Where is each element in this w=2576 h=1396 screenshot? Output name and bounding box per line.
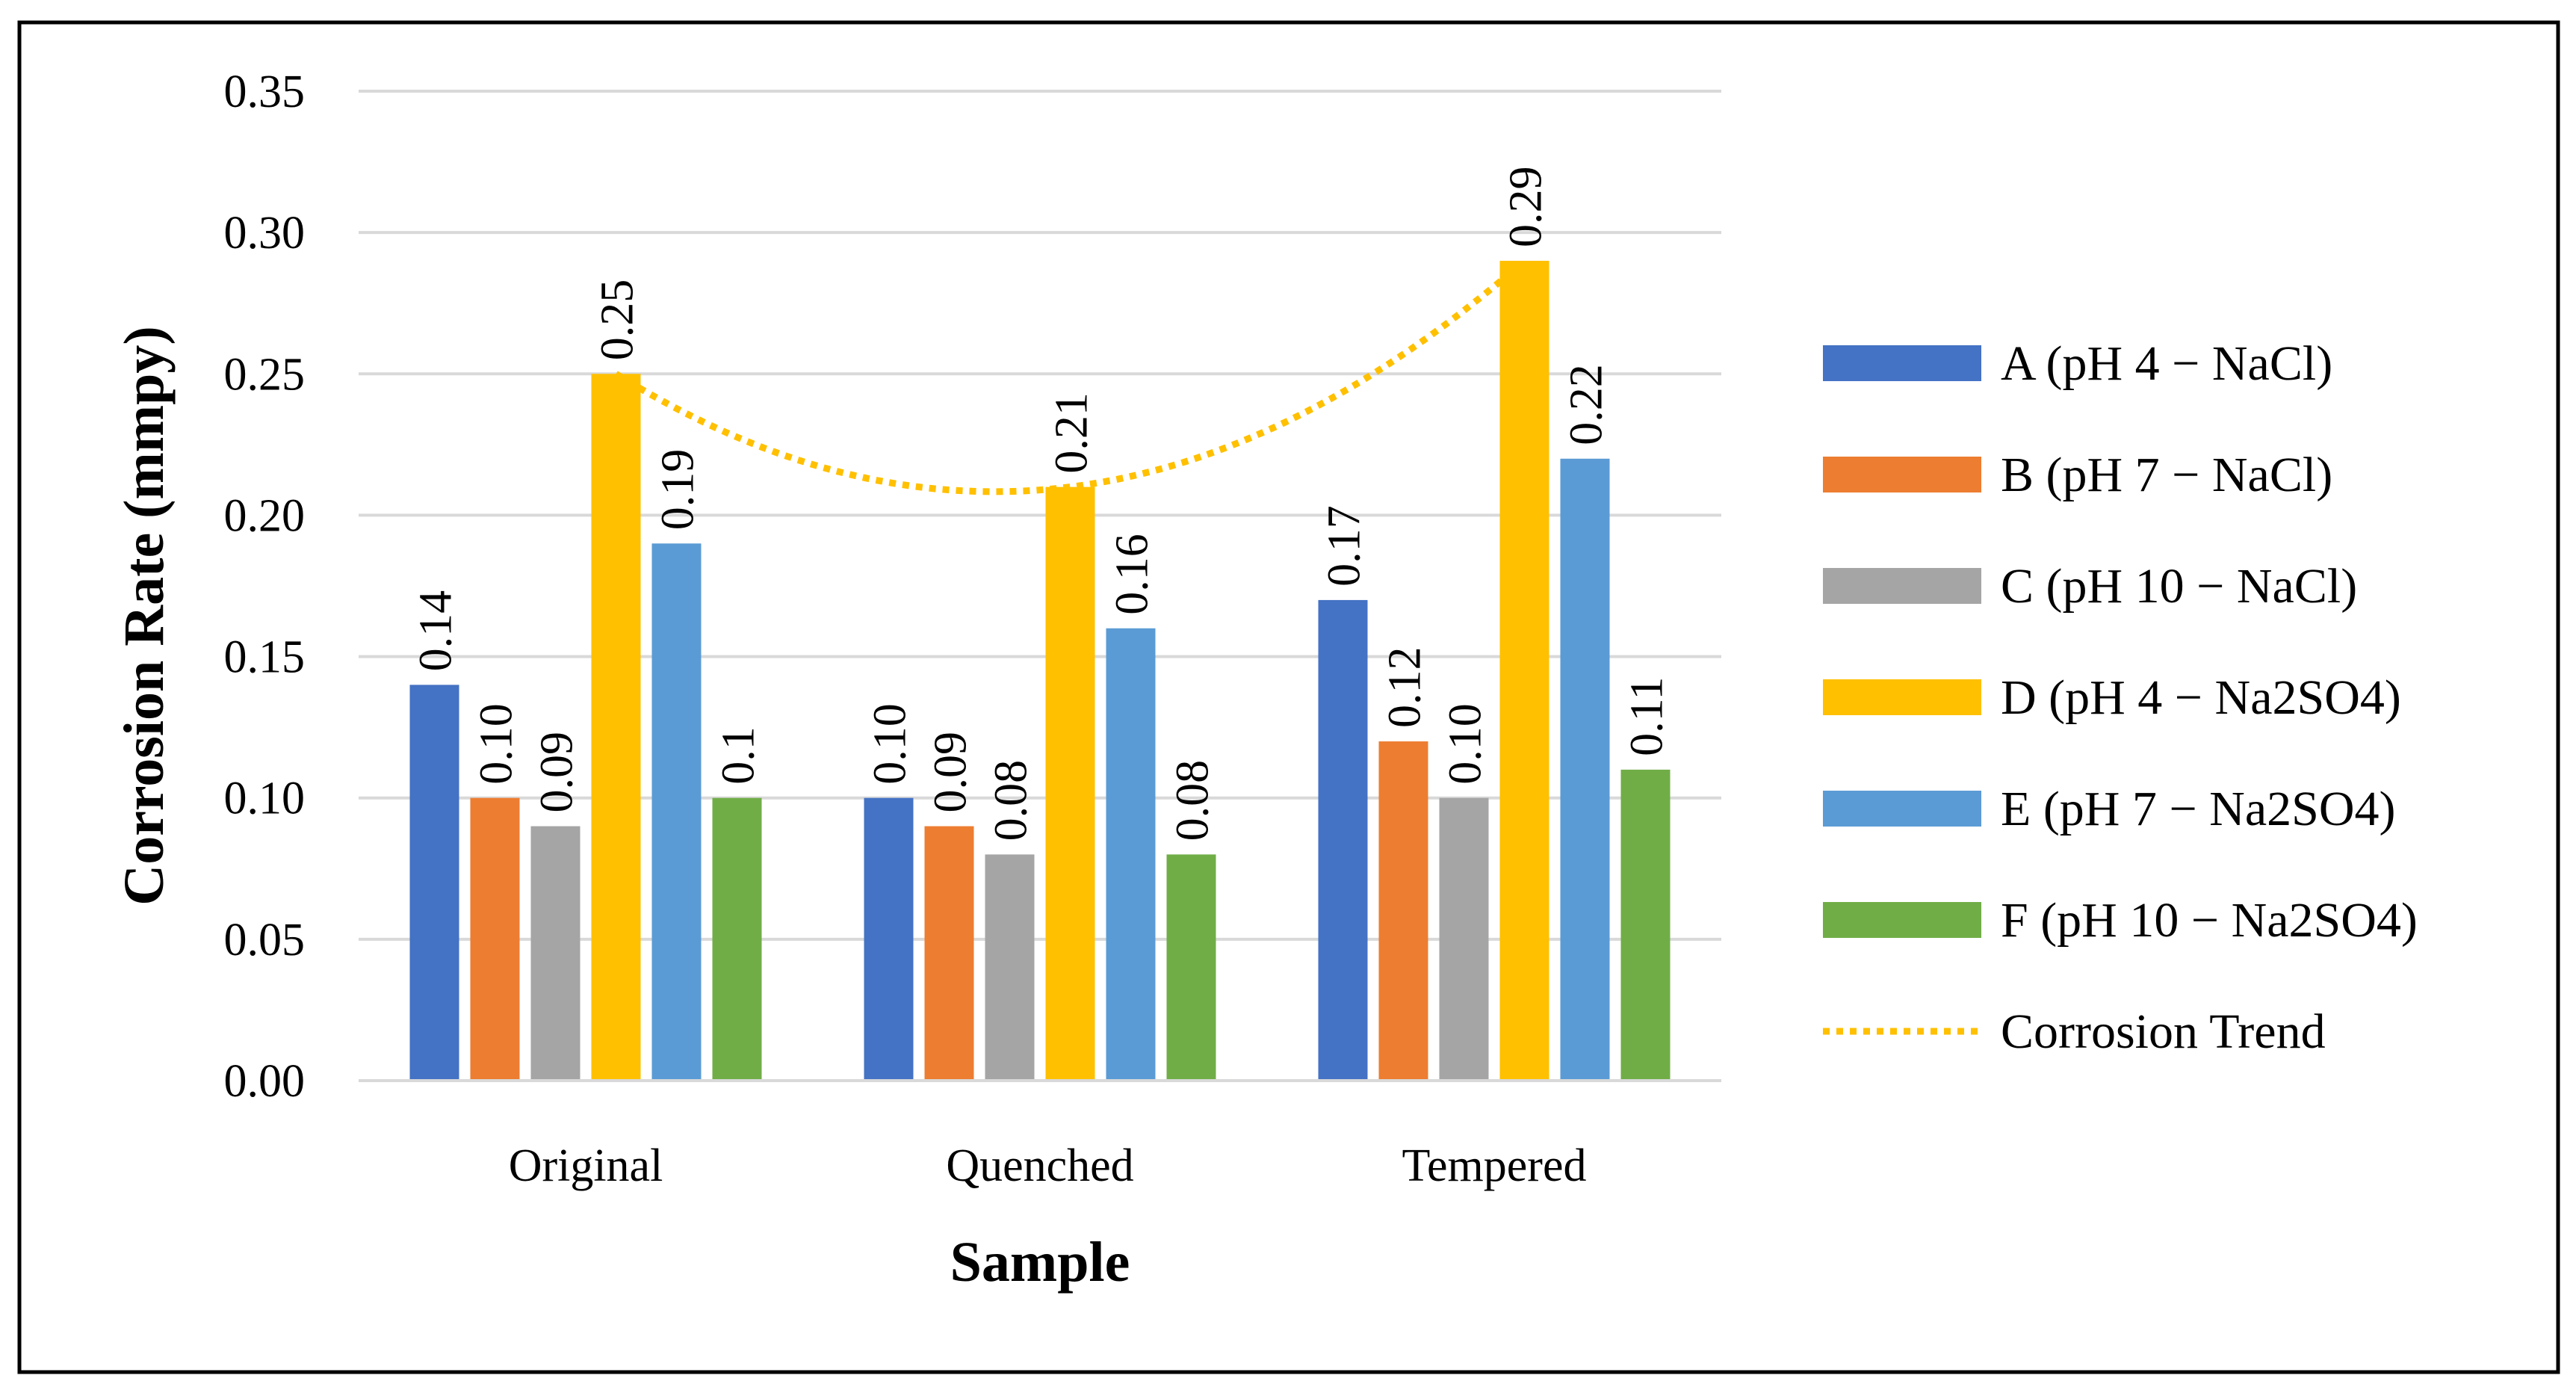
data-label: 0.10 [1440, 703, 1491, 785]
legend-swatch [1823, 791, 1981, 827]
legend-swatch [1823, 345, 1981, 381]
data-label: 0.16 [1107, 534, 1158, 615]
x-axis-title: Sample [950, 1231, 1130, 1294]
legend-label: F (pH 10 − Na2SO4) [2001, 893, 2418, 948]
y-tick-label: 0.15 [224, 632, 306, 683]
data-label: 0.10 [471, 703, 522, 785]
data-label: 0.22 [1561, 364, 1612, 445]
bar [1560, 458, 1610, 1081]
bar [1620, 769, 1671, 1081]
legend-label: A (pH 4 − NaCl) [2001, 336, 2332, 391]
bar [712, 797, 762, 1081]
legend-label: B (pH 7 − NaCl) [2001, 448, 2332, 502]
data-label: 0.09 [926, 732, 976, 813]
data-label: 0.11 [1622, 677, 1673, 756]
bar [985, 854, 1035, 1081]
data-label: 0.29 [1501, 166, 1552, 247]
legend-swatch [1823, 679, 1981, 715]
legend-label: D (pH 4 − Na2SO4) [2001, 670, 2401, 725]
data-label: 0.08 [1168, 760, 1219, 841]
x-tick-label: Tempered [1402, 1140, 1587, 1191]
data-label: 0.21 [1047, 392, 1097, 474]
legend-swatch [1823, 902, 1981, 938]
bar [1318, 599, 1368, 1081]
legend-label: Corrosion Trend [2001, 1004, 2326, 1059]
bar [1045, 487, 1095, 1081]
bar [864, 797, 914, 1081]
data-label: 0.25 [592, 279, 643, 361]
x-tick-label: Original [509, 1140, 663, 1191]
bar [470, 797, 520, 1081]
data-label: 0.09 [532, 732, 583, 813]
y-axis-title: Corrosion Rate (mmpy) [113, 326, 176, 905]
data-label: 0.08 [986, 760, 1037, 841]
bar [530, 826, 580, 1081]
bar [651, 543, 702, 1081]
bar [1166, 854, 1216, 1081]
data-label: 0.19 [653, 449, 704, 531]
data-label: 0.1 [713, 726, 764, 785]
data-label: 0.12 [1380, 647, 1431, 729]
legend-swatch [1823, 457, 1981, 492]
bar [1499, 260, 1549, 1081]
y-tick-label: 0.35 [224, 67, 306, 117]
y-tick-label: 0.05 [224, 915, 306, 966]
data-label: 0.10 [865, 703, 916, 785]
legend-swatch [1823, 568, 1981, 604]
bar [1439, 797, 1489, 1081]
legend-label: C (pH 10 − NaCl) [2001, 559, 2357, 614]
y-tick-label: 0.00 [224, 1056, 306, 1107]
bar [924, 826, 974, 1081]
data-label: 0.14 [411, 590, 462, 672]
bar [591, 374, 641, 1081]
y-tick-label: 0.20 [224, 490, 306, 541]
legend-label: E (pH 7 − Na2SO4) [2001, 782, 2395, 836]
y-tick-label: 0.10 [224, 773, 306, 824]
y-tick-label: 0.25 [224, 349, 306, 400]
bar [1378, 741, 1428, 1081]
bar [409, 685, 459, 1081]
data-label: 0.17 [1319, 505, 1370, 587]
y-tick-label: 0.30 [224, 208, 306, 259]
x-tick-label: Quenched [946, 1140, 1133, 1191]
bar [1106, 628, 1156, 1081]
